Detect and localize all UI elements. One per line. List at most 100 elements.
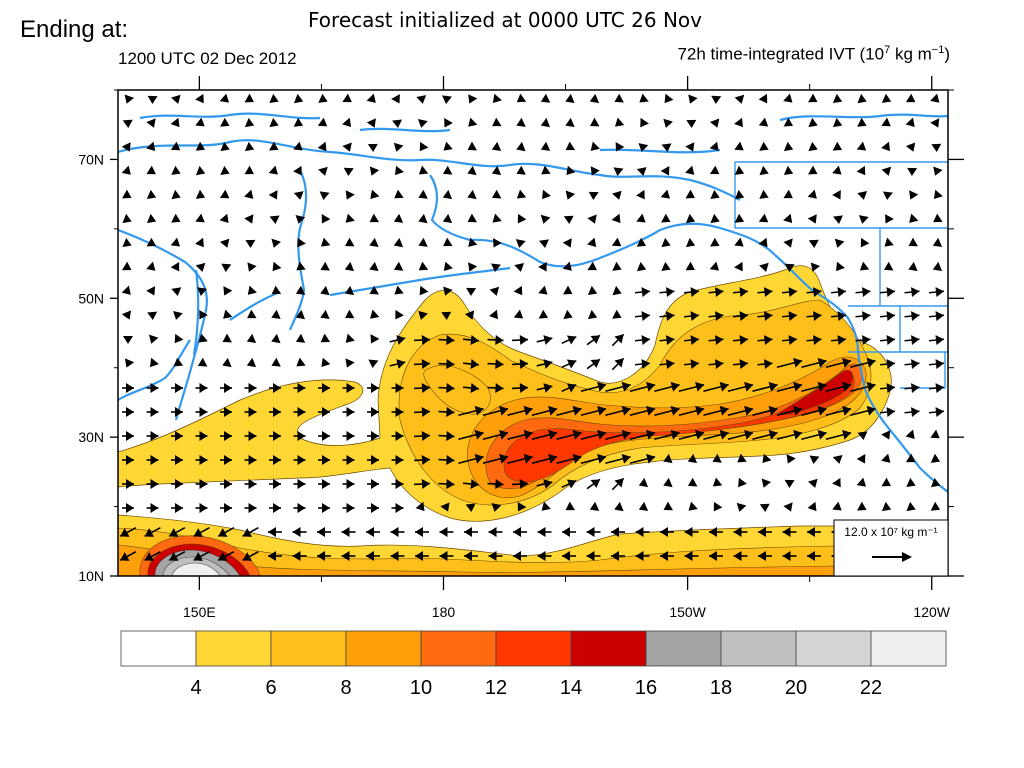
- ivt-vector-arrow: [580, 453, 607, 464]
- ivt-vector-arrow: [318, 383, 330, 393]
- ivt-vector-arrow: [390, 551, 405, 561]
- colorbar-swatch: [345, 630, 422, 667]
- ivt-vector-arrow: [930, 477, 941, 488]
- colorbar-swatch: [870, 630, 947, 667]
- ivt-vector-arrow: [881, 141, 890, 152]
- ivt-vector-arrow: [419, 285, 429, 296]
- ivt-vector-arrow: [443, 141, 453, 151]
- ivt-vector-arrow: [703, 381, 729, 392]
- ivt-vector-arrow: [122, 383, 134, 393]
- ivt-vector-arrow: [783, 165, 794, 176]
- ivt-vector-arrow: [318, 93, 328, 103]
- field-title-suffix: ): [944, 44, 950, 64]
- ivt-vector-arrow: [220, 117, 230, 127]
- ivt-vector-arrow: [562, 238, 572, 248]
- ivt-vector-arrow: [908, 261, 918, 272]
- ivt-vector-arrow: [341, 527, 356, 537]
- ivt-vector-arrow: [904, 383, 920, 394]
- ivt-vector-arrow: [199, 309, 208, 320]
- colorbar-swatch: [195, 630, 272, 667]
- ivt-vector-arrow: [146, 479, 159, 489]
- ivt-vector-arrow: [904, 311, 920, 322]
- ivt-vector-arrow: [611, 551, 625, 561]
- ivt-vector-arrow: [757, 359, 773, 370]
- colorbar-swatch: [645, 630, 722, 667]
- ivt-vector-arrow: [122, 431, 134, 441]
- ivt-vector-arrow: [170, 117, 180, 128]
- ivt-vector-arrow: [342, 455, 355, 465]
- colorbar-label: 12: [485, 677, 507, 699]
- ivt-vector-arrow: [634, 359, 651, 370]
- ivt-vector-arrow: [488, 527, 503, 537]
- ivt-vector-arrow: [464, 527, 478, 537]
- ivt-vector-arrow: [466, 287, 477, 296]
- coastline-aleutians: [329, 266, 511, 297]
- ivt-vector-arrow: [905, 142, 916, 152]
- ivt-vector-arrow: [293, 431, 306, 441]
- ivt-vector-arrow: [170, 261, 180, 272]
- ivt-vector-arrow: [757, 287, 773, 298]
- ivt-vector-arrow: [857, 93, 867, 104]
- ivt-vector-arrow: [654, 429, 680, 440]
- ivt-vector-arrow: [146, 383, 159, 393]
- ivt-vector-arrow: [807, 189, 817, 199]
- ivt-vector-arrow: [881, 93, 892, 103]
- ivt-vector-arrow: [856, 165, 866, 176]
- ivt-vector-arrow: [605, 405, 631, 416]
- ivt-vector-arrow: [561, 383, 577, 393]
- ivt-vector-arrow: [540, 214, 551, 224]
- ivt-vector-arrow: [660, 166, 670, 176]
- ivt-vector-arrow: [124, 358, 135, 368]
- ivt-vector-arrow: [808, 93, 818, 103]
- ivt-vector-arrow: [659, 335, 675, 346]
- ivt-vector-arrow: [458, 453, 484, 464]
- ivt-vector-arrow: [342, 407, 355, 417]
- ivt-vector-arrow: [146, 407, 159, 417]
- map-content: [118, 93, 948, 576]
- ivt-vector-arrow: [487, 359, 504, 369]
- ivt-vector-arrow: [295, 285, 306, 295]
- ivt-vector-arrow: [269, 117, 279, 128]
- ivt-vector-arrow: [808, 165, 818, 175]
- ivt-vector-arrow: [586, 358, 601, 370]
- ivt-vector-arrow: [933, 213, 943, 223]
- ivt-vector-arrow: [563, 215, 574, 224]
- ivt-vector-arrow: [857, 117, 867, 127]
- ivt-vector-arrow: [244, 407, 257, 417]
- ivt-vector-arrow: [516, 117, 526, 127]
- ivt-vector-arrow: [538, 285, 548, 295]
- ivt-vector-arrow: [242, 550, 259, 562]
- ivt-vector-arrow: [482, 405, 509, 416]
- colorbar-labels: 4 6 8 10 12 14 16 18 20 22: [190, 677, 882, 699]
- ivt-vector-arrow: [219, 213, 229, 224]
- ivt-vector-arrow: [195, 503, 208, 513]
- ivt-vector-arrow: [832, 455, 843, 464]
- ivt-vector-arrow: [536, 479, 553, 489]
- ivt-vector-arrow: [344, 285, 355, 296]
- ivt-vector-arrow: [710, 213, 720, 224]
- ivt-vector-arrow: [220, 455, 232, 465]
- ivt-vector-arrow: [783, 141, 794, 152]
- ivt-vector-arrow: [758, 527, 772, 537]
- ivt-vector-arrow: [171, 189, 181, 200]
- ivt-vector-arrow: [395, 309, 404, 320]
- reference-vector-box: 12.0 x 10⁷ kg m⁻¹: [833, 519, 949, 577]
- ivt-vector-arrow: [195, 165, 206, 176]
- field-title: 72h time-integrated IVT (107 kg m−1): [560, 44, 950, 65]
- ivt-vector-arrow: [517, 501, 527, 512]
- ivt-vector-arrow: [223, 286, 233, 296]
- ivt-vector-arrow: [635, 551, 650, 561]
- ivt-vector-arrow: [664, 93, 674, 104]
- ivt-vector-arrow: [825, 429, 852, 440]
- ivt-vector-arrow: [367, 431, 379, 441]
- ivt-vector-arrow: [269, 431, 281, 441]
- ivt-vector-arrow: [881, 117, 891, 127]
- coastline-alaska: [469, 222, 776, 268]
- ivt-vector-arrow: [146, 261, 156, 271]
- ivt-vector-arrow: [219, 238, 230, 248]
- ivt-vector-arrow: [121, 165, 131, 175]
- ivt-vector-arrow: [587, 285, 598, 296]
- ivt-vector-arrow: [801, 405, 827, 416]
- ivt-vector-arrow: [685, 213, 696, 224]
- ivt-vector-arrow: [367, 479, 379, 489]
